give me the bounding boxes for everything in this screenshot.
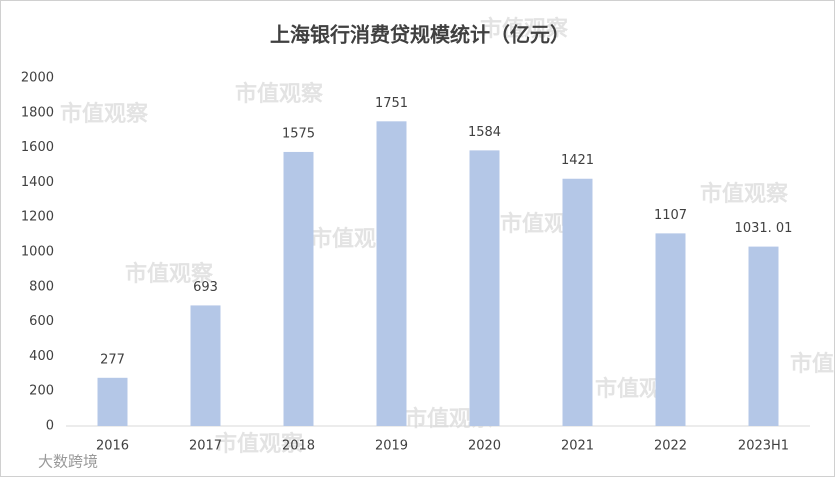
value-label: 1031. 01	[735, 221, 793, 236]
bar	[748, 246, 779, 426]
x-tick-label: 2019	[375, 439, 408, 454]
y-tick-label: 600	[29, 314, 54, 329]
y-tick-label: 800	[29, 279, 54, 294]
value-label: 1575	[282, 126, 315, 141]
x-tick-label: 2017	[189, 439, 222, 454]
source-logo: 大数跨境	[38, 453, 98, 471]
watermark: 市值观察	[215, 431, 304, 457]
bar	[283, 151, 314, 426]
bar	[655, 233, 686, 426]
y-tick-label: 1200	[21, 210, 54, 225]
y-tick-label: 0	[46, 419, 54, 434]
x-tick-label: 2018	[282, 439, 315, 454]
x-tick-label: 2023H1	[738, 439, 789, 454]
bar	[562, 178, 593, 426]
value-label: 1421	[561, 153, 594, 168]
watermark: 市值观察	[125, 261, 214, 287]
y-tick-label: 1000	[21, 245, 54, 260]
watermark: 市值观察	[235, 81, 324, 107]
y-tick-label: 1800	[21, 105, 54, 120]
bar	[469, 150, 500, 426]
y-tick-label: 200	[29, 384, 54, 399]
watermark: 市值观察	[480, 16, 569, 42]
value-label: 1584	[468, 125, 501, 140]
x-tick-label: 2016	[96, 439, 129, 454]
chart-title: 上海银行消费贷规模统计（亿元）	[270, 23, 570, 47]
watermark: 市值观察	[60, 101, 149, 127]
bar	[376, 121, 407, 427]
x-tick-label: 2022	[654, 439, 687, 454]
y-tick-label: 1600	[21, 140, 54, 155]
y-tick-label: 400	[29, 349, 54, 364]
value-label: 1107	[654, 208, 687, 223]
watermark: 市值观察	[790, 351, 835, 377]
x-tick-label: 2021	[561, 439, 594, 454]
bar	[190, 305, 221, 426]
y-tick-label: 2000	[21, 71, 54, 86]
watermark: 市值观察	[700, 181, 789, 207]
value-label: 693	[193, 280, 218, 295]
y-tick-label: 1400	[21, 175, 54, 190]
bar	[97, 377, 128, 426]
x-tick-label: 2020	[468, 439, 501, 454]
value-label: 277	[100, 352, 125, 367]
value-label: 1751	[375, 96, 408, 111]
